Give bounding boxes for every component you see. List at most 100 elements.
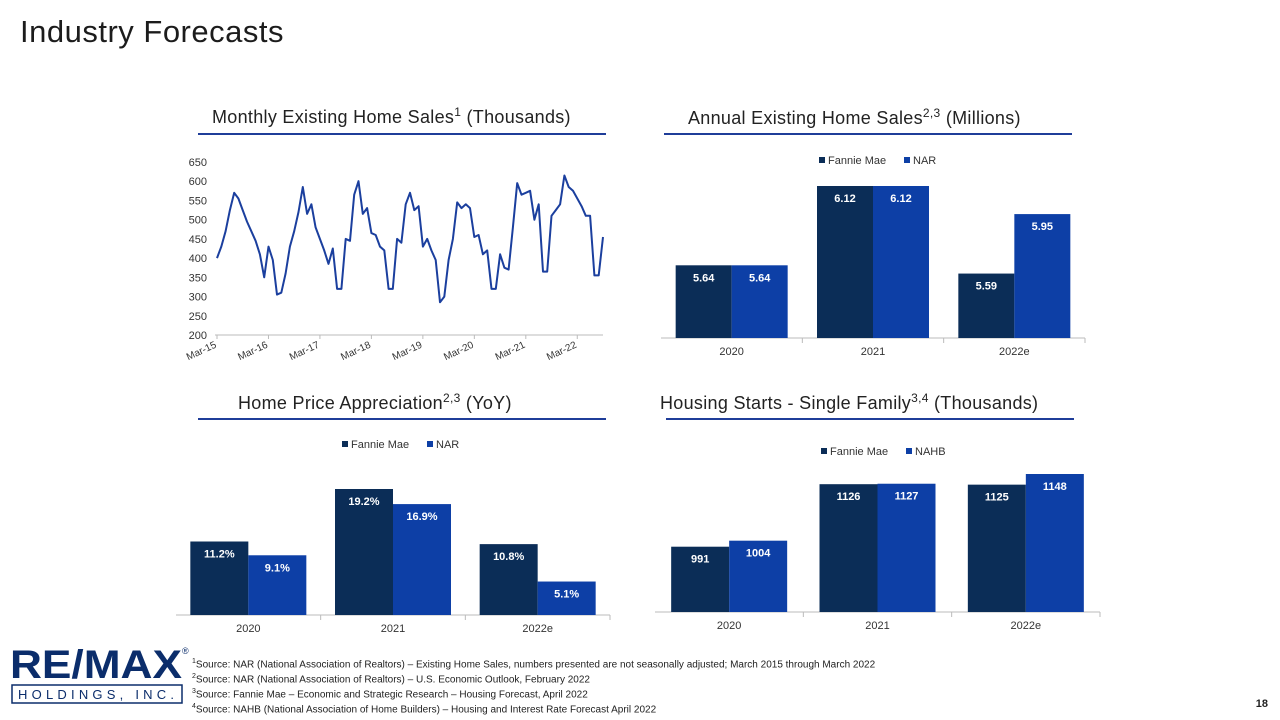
bar-1-1 (393, 504, 451, 615)
y-tick-label: 400 (189, 253, 207, 265)
y-tick-label: 350 (189, 272, 207, 284)
logo-registered-mark: ® (182, 646, 189, 656)
hpa-title-text: Home Price Appreciation (238, 393, 443, 413)
x-tick-label: Mar-16 (236, 340, 270, 364)
logo-sub: HOLDINGS, INC. (18, 687, 176, 702)
monthly-title-rule (198, 133, 606, 135)
monthly-title-sup: 1 (454, 105, 462, 119)
footnote-3-num: 3 (192, 687, 196, 695)
data-label: 1148 (1043, 481, 1067, 493)
footnote-2-num: 2 (192, 672, 196, 680)
footnote-3-text: Source: Fannie Mae – Economic and Strate… (195, 689, 588, 701)
bar-1-2 (537, 581, 596, 615)
y-tick-label: 200 (189, 330, 207, 342)
hpa-chart-title: Home Price Appreciation2,3 (YoY) (238, 391, 512, 414)
x-category-label: 2021 (865, 620, 889, 632)
starts-title-text: Housing Starts - Single Family (660, 393, 912, 413)
legend-label: NAHB (915, 446, 946, 458)
y-tick-label: 600 (189, 176, 207, 188)
hpa-title-rule (198, 418, 606, 420)
hpa-title-unit: (YoY) (465, 393, 512, 413)
data-label: 19.2% (348, 496, 379, 508)
y-tick-label: 450 (189, 234, 207, 246)
bar-1-2 (1025, 474, 1084, 612)
footnote-4-num: 4 (192, 702, 196, 710)
y-tick-label: 650 (189, 157, 207, 169)
bar-0-0 (671, 546, 730, 612)
logo-brand: RE/MAX (10, 643, 182, 687)
footnote-4: 4Source: NAHB (National Association of H… (192, 701, 875, 716)
page-number: 18 (1255, 698, 1268, 710)
starts-chart-title: Housing Starts - Single Family3,4 (Thous… (660, 391, 1038, 414)
data-label: 10.8% (493, 551, 524, 563)
data-label: 1127 (895, 491, 919, 503)
footnote-1-num: 1 (192, 658, 196, 665)
x-tick-label: Mar-21 (494, 340, 528, 364)
data-label: 5.64 (693, 272, 715, 284)
x-category-label: 2021 (381, 623, 405, 635)
monthly-title-text: Monthly Existing Home Sales (212, 107, 455, 127)
data-label: 5.1% (554, 589, 579, 601)
data-label: 5.95 (1032, 221, 1053, 233)
y-tick-label: 550 (189, 195, 207, 207)
x-category-label: 2020 (236, 623, 260, 635)
legend-label: NAR (913, 155, 936, 167)
bar-0-1 (819, 484, 878, 612)
monthly-sales-line-chart: 200 250 300 350 400 450 500 550 600 650 Mar-15 Mar-… (185, 157, 604, 364)
legend-label: Fannie Mae (351, 439, 409, 451)
footnote-2-text: Source: NAR (National Association of Rea… (195, 674, 590, 686)
x-category-label: 2020 (719, 346, 743, 358)
x-tick-label: Mar-20 (442, 340, 476, 364)
legend-label: Fannie Mae (830, 446, 888, 458)
x-tick-label: Mar-17 (288, 340, 322, 364)
annual-chart-title: Annual Existing Home Sales2,3 (Millions) (688, 106, 1021, 129)
footnote-3: 3Source: Fannie Mae – Economic and Strat… (192, 686, 875, 701)
y-tick-label: 250 (189, 311, 207, 323)
data-label: 5.64 (749, 272, 771, 284)
hpa-title-sup: 2,3 (443, 391, 461, 405)
legend-label: NAR (436, 439, 459, 451)
footnote-4-text: Source: NAHB (National Association of Ho… (195, 704, 657, 716)
starts-title-sup: 3,4 (911, 391, 929, 405)
starts-title-unit: (Thousands) (934, 393, 1039, 413)
monthly-sales-line (216, 174, 604, 304)
bar-0-1 (817, 186, 873, 338)
legend-swatch (342, 441, 348, 447)
bar-1-0 (729, 540, 788, 612)
data-label: 6.12 (890, 193, 911, 205)
monthly-title-unit: (Thousands) (466, 107, 571, 127)
data-label: 5.59 (976, 281, 997, 293)
x-tick-label: Mar-22 (545, 340, 579, 364)
starts-title-rule (666, 418, 1074, 420)
annual-title-text: Annual Existing Home Sales (688, 108, 923, 128)
bar-1-2 (1014, 214, 1071, 338)
annual-title-sup: 2,3 (922, 106, 941, 120)
legend-label: Fannie Mae (828, 155, 886, 167)
legend-swatch (821, 448, 827, 454)
y-tick-label: 300 (189, 292, 207, 304)
x-category-label: 2022e (522, 623, 553, 635)
monthly-chart-title: Monthly Existing Home Sales1 (Thousands) (212, 105, 571, 128)
legend-swatch (906, 448, 912, 454)
data-label: 9.1% (265, 562, 290, 574)
annual-title-unit: (Millions) (945, 108, 1021, 128)
x-category-label: 2022e (999, 346, 1030, 358)
data-label: 1125 (985, 492, 1009, 504)
footnotes: 1Source: NAR (National Association of Re… (192, 656, 875, 716)
bar-0-0 (675, 265, 732, 338)
data-label: 991 (691, 554, 709, 566)
logo-sub-box (11, 684, 183, 704)
legend-swatch (904, 157, 910, 163)
data-label: 1004 (746, 548, 771, 560)
annual-sales-bar-chart: Fannie Mae NAR 5.64 5.64 2020 6.12 6.12 2021 5.5… (661, 155, 1086, 358)
data-label: 1126 (837, 491, 861, 503)
legend-swatch (819, 157, 825, 163)
bar-0-0 (190, 541, 249, 615)
bar-0-2 (958, 273, 1015, 338)
bar-0-2 (479, 544, 538, 615)
bar-0-2 (967, 484, 1026, 612)
x-tick-label: Mar-19 (391, 340, 425, 364)
legend-swatch (427, 441, 433, 447)
footnote-1-text: Source: NAR (National Association of Rea… (195, 659, 876, 671)
x-tick-label: Mar-15 (185, 340, 219, 364)
